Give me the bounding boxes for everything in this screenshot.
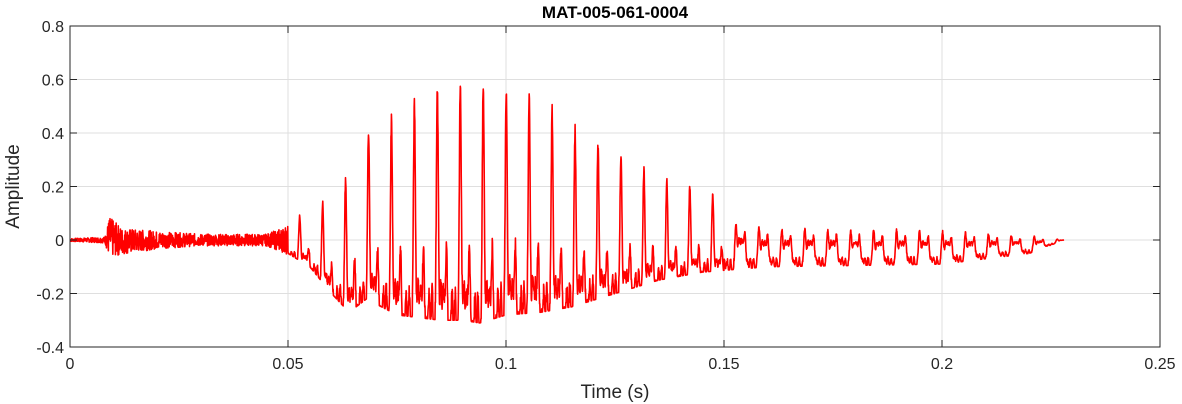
y-tick-label: 0 [55, 233, 64, 250]
y-tick-label: 0.6 [42, 73, 64, 90]
y-tick-label: -0.4 [36, 340, 64, 357]
y-tick-label: 0.2 [42, 180, 64, 197]
y-tick-label: 0.4 [42, 126, 64, 143]
y-axis-label: Amplitude [3, 144, 24, 229]
x-tick-label: 0 [66, 356, 75, 373]
x-tick-label: 0.1 [495, 356, 517, 373]
x-tick-label: 0.15 [708, 356, 739, 373]
x-tick-label: 0.05 [272, 356, 303, 373]
x-tick-labels: 0 0.05 0.1 0.15 0.2 0.25 [66, 356, 1176, 373]
chart-title: MAT-005-061-0004 [542, 3, 689, 22]
y-tick-label: 0.8 [42, 19, 64, 36]
x-tick-label: 0.25 [1144, 356, 1175, 373]
y-tick-label: -0.2 [36, 287, 64, 304]
y-tick-labels: -0.4 -0.2 0 0.2 0.4 0.6 0.8 [36, 19, 64, 357]
x-tick-label: 0.2 [931, 356, 953, 373]
x-axis-label: Time (s) [581, 382, 650, 403]
